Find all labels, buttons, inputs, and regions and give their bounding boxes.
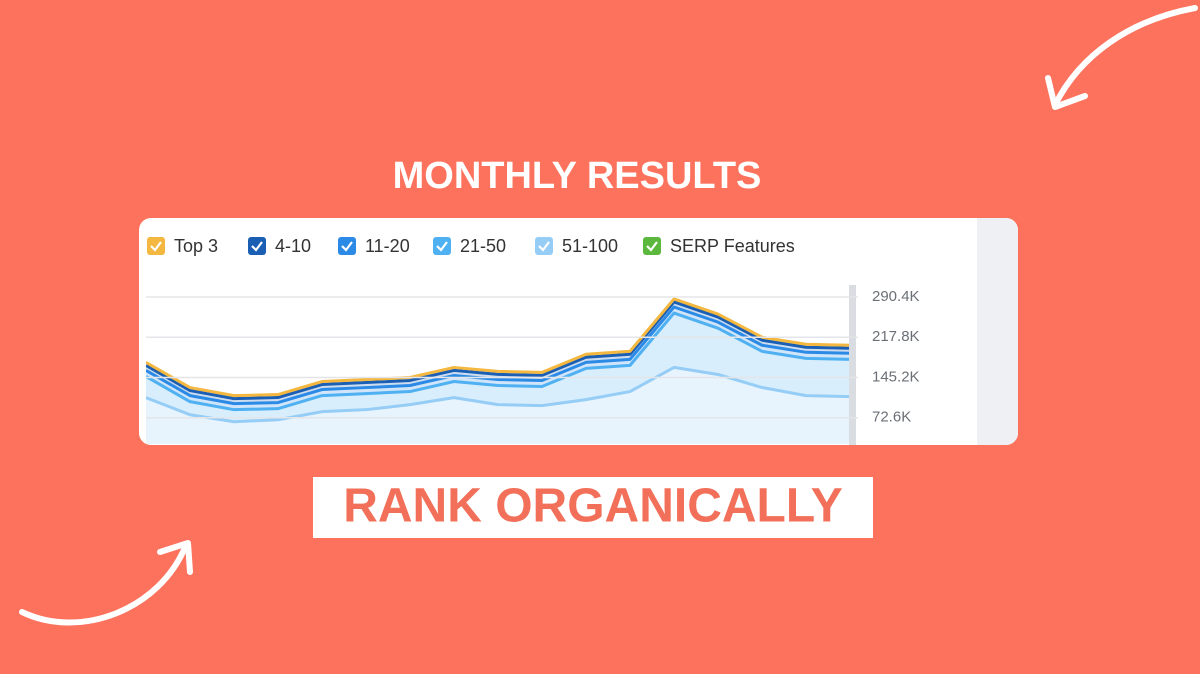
legend-label: 51-100 <box>562 236 618 256</box>
label: RANK ORGANICALLY <box>343 480 843 533</box>
y-tick-label: 217.8K <box>872 328 920 345</box>
arrow-head <box>1045 75 1088 110</box>
legend-label: Top 3 <box>174 236 218 256</box>
arrow <box>1052 5 1198 108</box>
line <box>146 297 851 398</box>
label-box <box>313 477 873 538</box>
legend-checkbox[interactable] <box>535 237 553 255</box>
legend-label: SERP Features <box>670 236 795 256</box>
legend-check <box>436 241 448 252</box>
legend-check <box>150 241 162 252</box>
arrow <box>19 542 189 626</box>
legend-check <box>341 241 353 252</box>
plot <box>146 297 851 444</box>
y-tick-label: 290.4K <box>872 288 920 305</box>
legend-label: 21-50 <box>460 236 506 256</box>
line <box>146 311 851 412</box>
y-tick-label: 72.6K <box>872 409 911 426</box>
legend-check <box>251 241 263 252</box>
line <box>146 305 851 406</box>
legend-checkbox[interactable] <box>248 237 266 255</box>
area <box>146 313 850 422</box>
line <box>146 300 851 401</box>
legend-checkbox[interactable] <box>433 237 451 255</box>
legend-checkbox[interactable] <box>338 237 356 255</box>
scroll-handle <box>849 285 856 445</box>
legend-label: 11-20 <box>365 236 410 256</box>
line <box>146 365 851 424</box>
legend-check <box>538 241 550 252</box>
legend-checkbox[interactable] <box>147 237 165 255</box>
legend-label: 4-10 <box>275 236 311 256</box>
y-tick-label: 145.2K <box>872 368 920 385</box>
title: MONTHLY RESULTS <box>393 155 762 197</box>
side-panel <box>977 218 1018 445</box>
arrow-head <box>157 540 193 575</box>
legend-checkbox[interactable] <box>643 237 661 255</box>
legend-check <box>646 241 658 252</box>
